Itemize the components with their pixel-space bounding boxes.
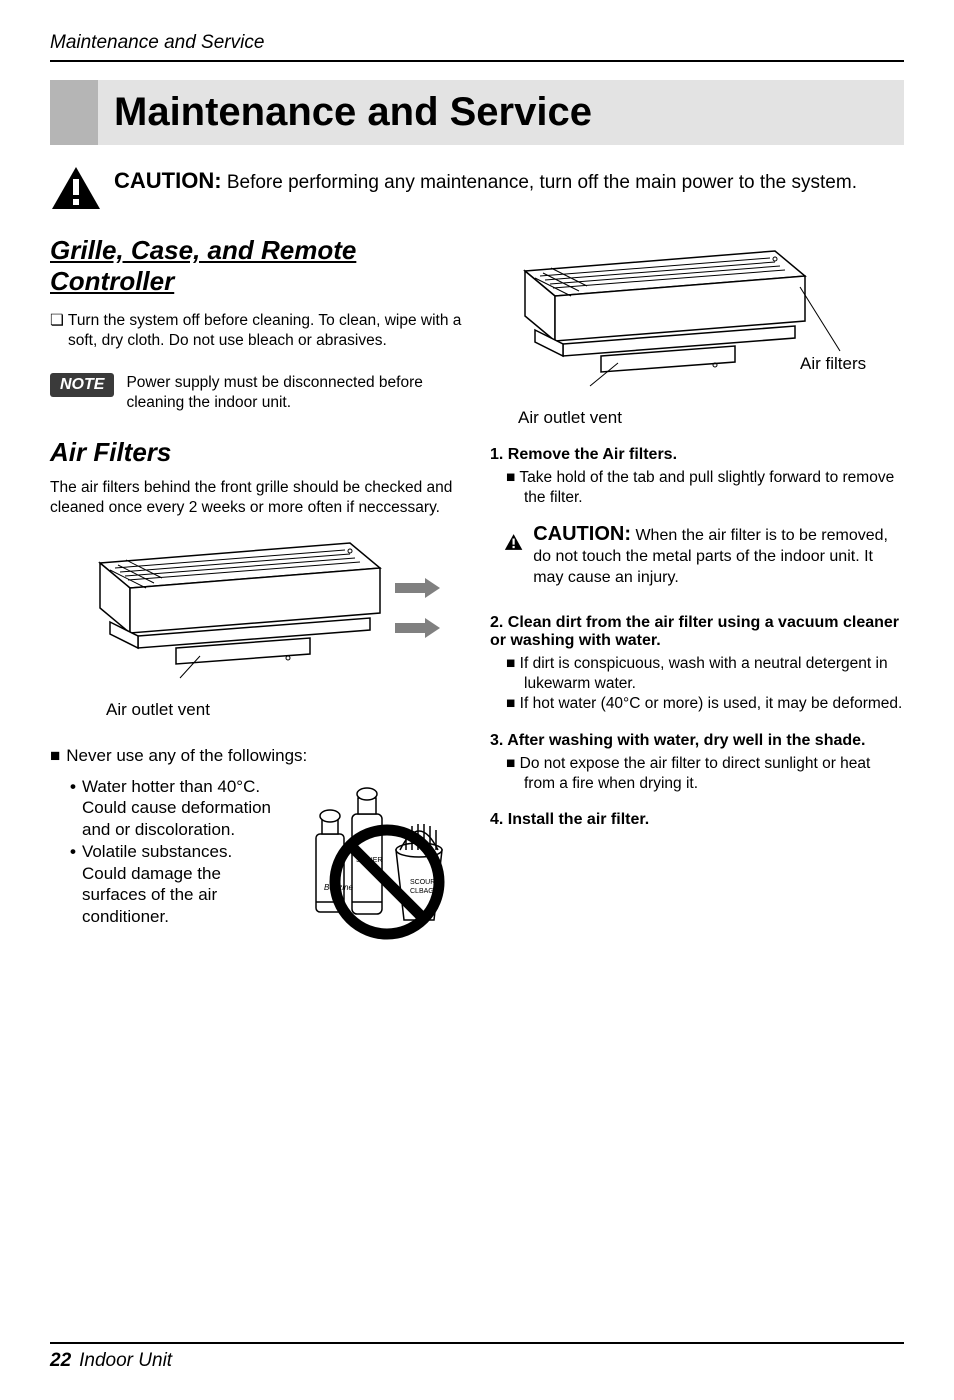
- running-header: Maintenance and Service: [50, 32, 904, 62]
- never-use-block: Never use any of the followings: Water h…: [50, 746, 464, 942]
- heading-grille: Grille, Case, and Remote Controller: [50, 235, 464, 297]
- list-item: Volatile substances. Could damage the sur…: [70, 841, 282, 928]
- page-footer: 22 Indoor Unit: [50, 1342, 904, 1372]
- figure-unit-right: Air filters Air outlet vent: [490, 231, 904, 428]
- bullet-icon: [70, 842, 82, 861]
- never-use-text: Never use any of the followings:: [66, 746, 307, 765]
- page-title-row: Maintenance and Service: [50, 80, 904, 145]
- note-badge: NOTE: [50, 373, 114, 397]
- step1-text: Take hold of the tab and pull slightly f…: [519, 469, 894, 506]
- list-item: Water hotter than 40°C.Could cause defor…: [70, 776, 282, 841]
- step2-b2: ■ If hot water (40°C or more) is used, i…: [490, 694, 904, 714]
- step2-head: 2. Clean dirt from the air filter using …: [490, 614, 904, 650]
- never-item-head: Volatile substances.: [82, 842, 232, 861]
- step3-text: Do not expose the air filter to direct s…: [520, 755, 871, 792]
- no-chemicals-figure: Benzine SINNER: [292, 772, 464, 942]
- note-text: Power supply must be disconnected before…: [126, 373, 464, 413]
- step3-head: 3. After washing with water, dry well in…: [490, 732, 904, 750]
- caution-lead: CAUTION:: [114, 168, 222, 193]
- prohibit-icon: Benzine SINNER: [292, 772, 462, 942]
- unit-diagram-right: Air filters: [490, 231, 890, 406]
- top-caution-text: CAUTION: Before performing any maintenan…: [114, 165, 904, 195]
- heading-air-filters: Air Filters: [50, 437, 464, 468]
- right-column: Air filters Air outlet vent 1. Remove th…: [490, 227, 904, 942]
- left-column: Grille, Case, and Remote Controller ❏ Tu…: [50, 227, 464, 942]
- filter-caution: CAUTION: When the air filter is to be re…: [504, 522, 904, 589]
- never-use-line: Never use any of the followings:: [50, 746, 464, 766]
- title-accent-block: [50, 80, 98, 145]
- turn-off-paragraph: ❏ Turn the system off before cleaning. T…: [50, 311, 464, 351]
- caution-lead-small: CAUTION:: [533, 523, 631, 545]
- step4-head: 4. Install the air filter.: [490, 811, 904, 829]
- step2-b1-text: If dirt is conspicuous, wash with a neut…: [520, 655, 888, 692]
- svg-text:Air filters: Air filters: [800, 354, 866, 373]
- step2-b1: ■ If dirt is conspicuous, wash with a ne…: [490, 654, 904, 694]
- filters-intro: The air filters behind the front grille …: [50, 478, 464, 518]
- bullet-icon: [70, 777, 82, 796]
- step3-body: ■ Do not expose the air filter to direct…: [490, 754, 904, 794]
- top-caution: CAUTION: Before performing any maintenan…: [50, 165, 904, 211]
- figure-caption-left: Air outlet vent: [106, 700, 464, 720]
- never-item-head: Water hotter than 40°C.: [82, 777, 260, 796]
- figure-unit-left: Air outlet vent: [50, 528, 464, 720]
- step1-body: ■ Take hold of the tab and pull slightly…: [490, 468, 904, 508]
- filter-caution-text: CAUTION: When the air filter is to be re…: [533, 522, 904, 589]
- never-use-list: Water hotter than 40°C.Could cause defor…: [70, 776, 282, 928]
- step1-head: 1. Remove the Air filters.: [490, 446, 904, 464]
- caution-body: Before performing any maintenance, turn …: [227, 172, 857, 193]
- footer-section: Indoor Unit: [79, 1350, 172, 1371]
- never-item-rest: Could cause deformation and or discolora…: [82, 797, 282, 841]
- warning-icon: [50, 165, 102, 211]
- note-block: NOTE Power supply must be disconnected b…: [50, 373, 464, 413]
- page-title-text: Maintenance and Service: [114, 90, 592, 134]
- unit-diagram-left: [50, 528, 440, 698]
- step2-b2-text: If hot water (40°C or more) is used, it …: [520, 695, 903, 712]
- never-item-rest: Could damage the surfaces of the air con…: [82, 863, 282, 928]
- page-number: 22: [50, 1350, 71, 1371]
- figure-caption-vent: Air outlet vent: [518, 408, 904, 428]
- page-title: Maintenance and Service: [98, 80, 904, 145]
- warning-icon: [504, 522, 523, 562]
